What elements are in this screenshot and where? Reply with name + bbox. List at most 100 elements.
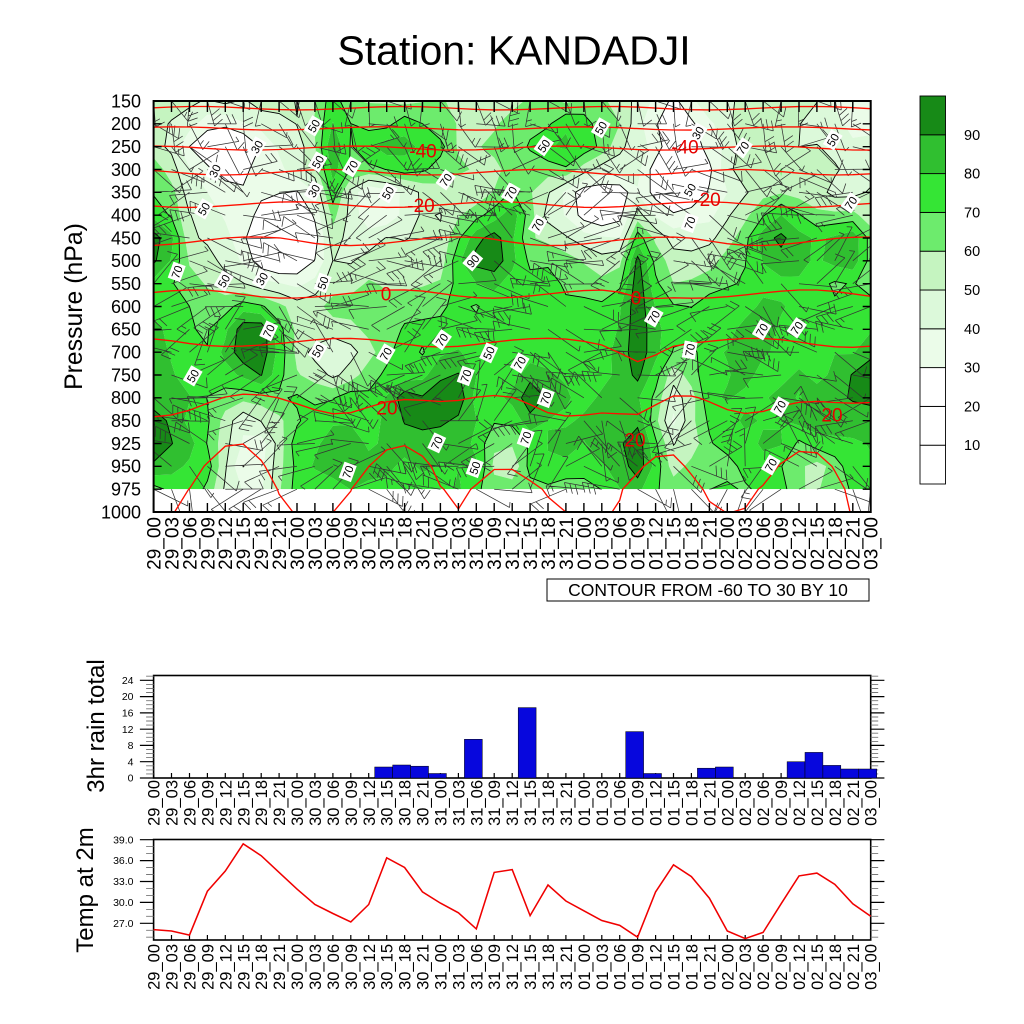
svg-text:31_03: 31_03 <box>450 780 468 826</box>
svg-text:150: 150 <box>111 91 141 111</box>
svg-text:01_06: 01_06 <box>612 780 630 826</box>
svg-text:31_09: 31_09 <box>486 780 504 826</box>
svg-text:31_09: 31_09 <box>486 944 504 990</box>
svg-text:31_06: 31_06 <box>468 944 486 990</box>
svg-text:02_21: 02_21 <box>845 780 863 826</box>
svg-text:50: 50 <box>964 283 980 299</box>
svg-text:01_12: 01_12 <box>648 944 666 990</box>
svg-text:29_12: 29_12 <box>217 944 235 990</box>
svg-text:31_21: 31_21 <box>558 780 576 826</box>
svg-text:29_18: 29_18 <box>253 780 271 826</box>
svg-text:02_06: 02_06 <box>754 517 775 570</box>
svg-text:50: 50 <box>593 120 610 137</box>
svg-text:01_18: 01_18 <box>683 944 701 990</box>
svg-text:50: 50 <box>482 345 498 362</box>
svg-text:-40: -40 <box>671 138 698 159</box>
svg-text:24: 24 <box>122 675 134 687</box>
svg-text:70: 70 <box>378 346 395 363</box>
svg-text:30_12: 30_12 <box>360 517 381 570</box>
svg-text:29_18: 29_18 <box>253 944 271 990</box>
svg-text:70: 70 <box>530 217 547 234</box>
svg-text:01_03: 01_03 <box>594 780 612 826</box>
svg-text:70: 70 <box>344 159 361 176</box>
svg-text:03_00: 03_00 <box>863 780 881 826</box>
svg-text:30_00: 30_00 <box>288 517 309 570</box>
svg-text:450: 450 <box>111 228 141 248</box>
svg-text:70: 70 <box>503 185 520 202</box>
svg-text:02_12: 02_12 <box>791 944 809 990</box>
svg-text:29_21: 29_21 <box>271 780 289 826</box>
svg-text:31_18: 31_18 <box>539 517 560 570</box>
svg-text:02_09: 02_09 <box>772 517 793 570</box>
svg-text:31_12: 31_12 <box>503 517 524 570</box>
svg-text:01_03: 01_03 <box>594 944 612 990</box>
svg-text:31_06: 31_06 <box>467 517 488 570</box>
svg-text:02_18: 02_18 <box>827 780 845 826</box>
svg-text:31_03: 31_03 <box>449 517 470 570</box>
svg-text:20: 20 <box>624 431 645 452</box>
svg-text:925: 925 <box>111 434 141 454</box>
svg-text:800: 800 <box>111 388 141 408</box>
svg-text:30_12: 30_12 <box>361 780 379 826</box>
svg-text:02_09: 02_09 <box>773 780 791 826</box>
svg-text:03_00: 03_00 <box>863 944 881 990</box>
svg-text:4: 4 <box>128 756 134 768</box>
svg-text:500: 500 <box>111 251 141 271</box>
svg-text:30: 30 <box>690 125 707 142</box>
svg-text:31_21: 31_21 <box>558 944 576 990</box>
svg-text:30_06: 30_06 <box>325 780 343 826</box>
svg-text:29_03: 29_03 <box>163 517 184 570</box>
svg-text:02_15: 02_15 <box>809 944 827 990</box>
svg-text:30: 30 <box>306 183 323 200</box>
svg-text:30: 30 <box>249 139 266 156</box>
svg-text:31_03: 31_03 <box>450 944 468 990</box>
svg-text:31_12: 31_12 <box>504 780 522 826</box>
svg-text:31_00: 31_00 <box>433 780 451 826</box>
svg-text:1000: 1000 <box>101 502 141 522</box>
svg-text:01_00: 01_00 <box>576 780 594 826</box>
svg-text:01_18: 01_18 <box>682 517 703 570</box>
svg-text:01_15: 01_15 <box>664 517 685 570</box>
svg-text:29_21: 29_21 <box>270 517 291 570</box>
svg-text:31_00: 31_00 <box>433 944 451 990</box>
svg-text:30_18: 30_18 <box>396 517 417 570</box>
svg-text:02_00: 02_00 <box>718 517 739 570</box>
svg-text:01_15: 01_15 <box>666 944 684 990</box>
svg-text:350: 350 <box>111 183 141 203</box>
svg-text:02_15: 02_15 <box>808 517 829 570</box>
svg-text:29_03: 29_03 <box>164 780 182 826</box>
svg-text:31_18: 31_18 <box>540 780 558 826</box>
svg-text:30_21: 30_21 <box>415 944 433 990</box>
svg-text:29_15: 29_15 <box>235 780 253 826</box>
svg-text:01_18: 01_18 <box>683 780 701 826</box>
svg-text:30: 30 <box>208 163 224 180</box>
svg-text:01_12: 01_12 <box>647 517 668 570</box>
svg-text:31_15: 31_15 <box>522 780 540 826</box>
svg-text:30_03: 30_03 <box>307 780 325 826</box>
svg-text:70: 70 <box>683 215 699 231</box>
svg-text:0: 0 <box>381 285 392 306</box>
svg-text:01_21: 01_21 <box>700 517 721 570</box>
svg-text:02_18: 02_18 <box>826 517 847 570</box>
svg-text:30.0: 30.0 <box>113 897 134 909</box>
svg-text:01_12: 01_12 <box>648 780 666 826</box>
svg-text:CONTOUR FROM -60 TO 30 BY 10: CONTOUR FROM -60 TO 30 BY 10 <box>568 580 848 600</box>
svg-text:29_09: 29_09 <box>199 944 217 990</box>
svg-text:-40: -40 <box>409 142 436 163</box>
svg-text:750: 750 <box>111 365 141 385</box>
svg-text:31_09: 31_09 <box>485 517 506 570</box>
svg-text:400: 400 <box>111 206 141 226</box>
svg-text:30_18: 30_18 <box>397 780 415 826</box>
svg-text:20: 20 <box>964 399 980 415</box>
svg-text:30_21: 30_21 <box>415 780 433 826</box>
svg-text:02_09: 02_09 <box>773 944 791 990</box>
svg-text:30_12: 30_12 <box>361 944 379 990</box>
svg-text:01_06: 01_06 <box>611 517 632 570</box>
svg-text:60: 60 <box>964 244 980 260</box>
svg-text:02_18: 02_18 <box>827 944 845 990</box>
svg-text:29_00: 29_00 <box>146 780 164 826</box>
svg-text:70: 70 <box>646 309 663 326</box>
svg-text:90: 90 <box>964 128 980 144</box>
svg-text:850: 850 <box>111 411 141 431</box>
svg-text:31_18: 31_18 <box>540 944 558 990</box>
